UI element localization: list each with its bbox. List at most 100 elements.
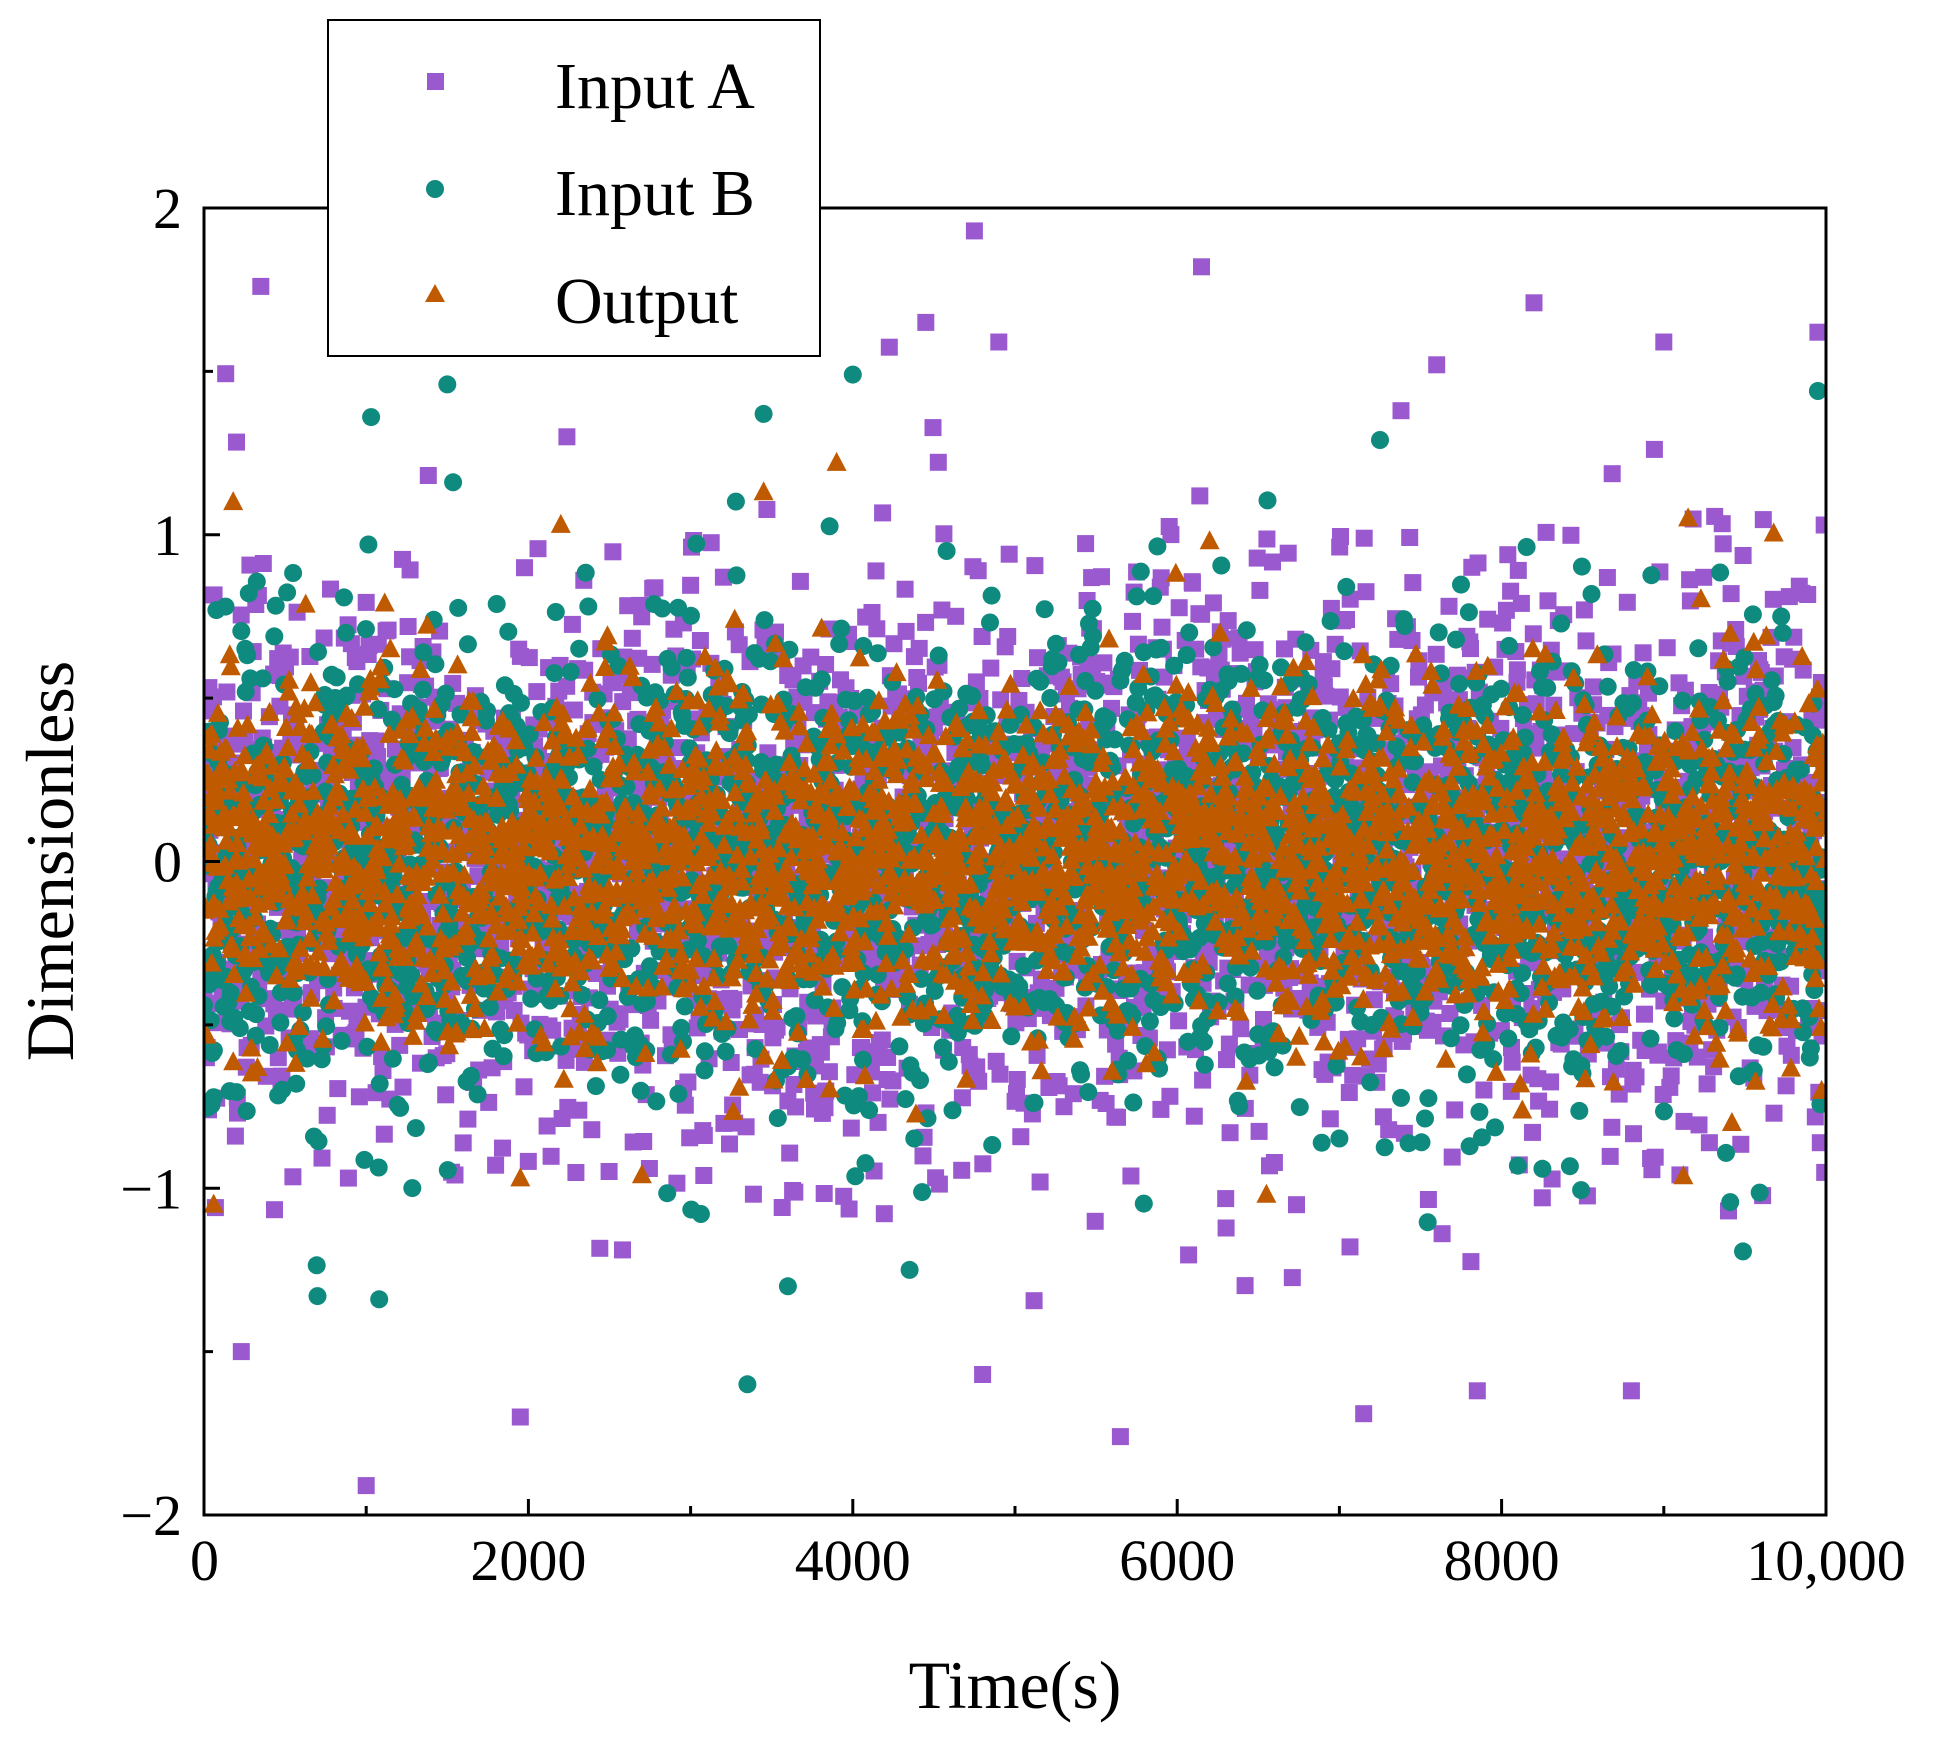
data-point <box>1185 1107 1203 1125</box>
data-point <box>437 1086 455 1104</box>
data-point <box>1230 1097 1249 1116</box>
data-point <box>419 467 437 484</box>
data-point <box>1497 601 1515 619</box>
data-point <box>462 1066 480 1085</box>
data-point <box>1622 1382 1640 1400</box>
data-point <box>1140 1012 1159 1031</box>
data-point <box>1636 1005 1653 1023</box>
data-point <box>840 1200 858 1218</box>
data-point <box>356 620 375 639</box>
data-point <box>1107 1035 1125 1053</box>
data-point <box>875 1205 893 1223</box>
data-point <box>937 542 956 560</box>
data-point <box>830 635 849 653</box>
data-point <box>973 628 991 645</box>
data-point <box>682 576 700 594</box>
data-point <box>1433 1225 1451 1243</box>
data-point <box>832 619 851 638</box>
data-point <box>561 662 580 681</box>
data-point <box>487 595 506 613</box>
data-point <box>1419 1191 1437 1208</box>
data-point <box>856 1154 875 1173</box>
data-point <box>1212 556 1231 575</box>
data-point <box>854 1050 872 1069</box>
data-point <box>1026 557 1044 575</box>
data-point <box>269 1049 287 1067</box>
data-point <box>879 1049 897 1066</box>
data-point <box>1217 1219 1235 1237</box>
data-points-layer <box>204 222 1826 1495</box>
data-point <box>896 580 914 598</box>
data-point <box>1524 1123 1541 1141</box>
data-point <box>359 535 378 554</box>
data-point <box>867 562 885 580</box>
data-point <box>436 684 455 703</box>
data-point <box>1355 529 1373 547</box>
data-point <box>1180 623 1199 642</box>
data-point <box>758 501 776 518</box>
data-point <box>1008 1071 1026 1088</box>
data-point <box>265 627 284 646</box>
data-point <box>1255 671 1274 690</box>
data-point <box>1503 1053 1521 1071</box>
data-point <box>307 1256 326 1275</box>
data-point <box>1404 574 1422 592</box>
data-point <box>1809 323 1826 341</box>
data-point <box>1191 487 1209 505</box>
data-point <box>633 608 651 626</box>
data-point <box>1095 654 1113 672</box>
data-point <box>1041 689 1060 707</box>
data-point <box>1618 593 1636 611</box>
data-point <box>820 1063 838 1081</box>
data-point <box>1115 651 1134 670</box>
data-point <box>714 568 732 586</box>
data-point <box>716 1042 735 1061</box>
data-point <box>1131 562 1150 581</box>
data-point <box>860 1101 879 1120</box>
data-point <box>928 708 946 726</box>
data-point <box>370 1074 389 1093</box>
data-point <box>529 540 547 558</box>
data-point <box>391 1098 410 1117</box>
data-point <box>817 656 835 673</box>
data-point <box>695 1127 713 1144</box>
data-point <box>812 670 831 689</box>
data-point <box>590 991 609 1010</box>
data-point <box>682 606 700 625</box>
data-point <box>235 702 252 720</box>
data-point <box>1161 1087 1179 1105</box>
data-point <box>1180 1246 1198 1264</box>
data-point <box>558 428 576 446</box>
data-point <box>981 613 999 632</box>
data-point <box>611 1065 630 1084</box>
data-point <box>787 1007 806 1026</box>
data-point <box>1338 611 1355 628</box>
data-point <box>647 1092 666 1111</box>
data-point <box>576 661 594 679</box>
data-point <box>204 1088 223 1107</box>
data-point <box>1508 661 1526 679</box>
data-point <box>675 997 694 1016</box>
data-point <box>1134 1194 1153 1213</box>
data-point <box>1077 535 1095 553</box>
data-point <box>678 668 697 687</box>
data-point <box>933 601 951 619</box>
data-point <box>204 1041 223 1060</box>
data-point <box>924 419 942 437</box>
data-point <box>1250 1122 1268 1140</box>
data-point <box>322 580 339 598</box>
data-point <box>929 453 947 471</box>
data-point <box>897 622 915 640</box>
data-point <box>1029 649 1046 667</box>
data-point <box>785 1076 803 1093</box>
data-point <box>499 622 518 641</box>
data-point <box>385 680 404 699</box>
data-point <box>1195 1032 1213 1051</box>
data-point <box>820 517 839 536</box>
data-point <box>487 1156 505 1174</box>
data-point <box>768 1109 787 1128</box>
data-point <box>438 1161 457 1180</box>
data-point <box>1732 1135 1750 1153</box>
data-point <box>1153 618 1171 636</box>
data-point <box>727 566 746 585</box>
